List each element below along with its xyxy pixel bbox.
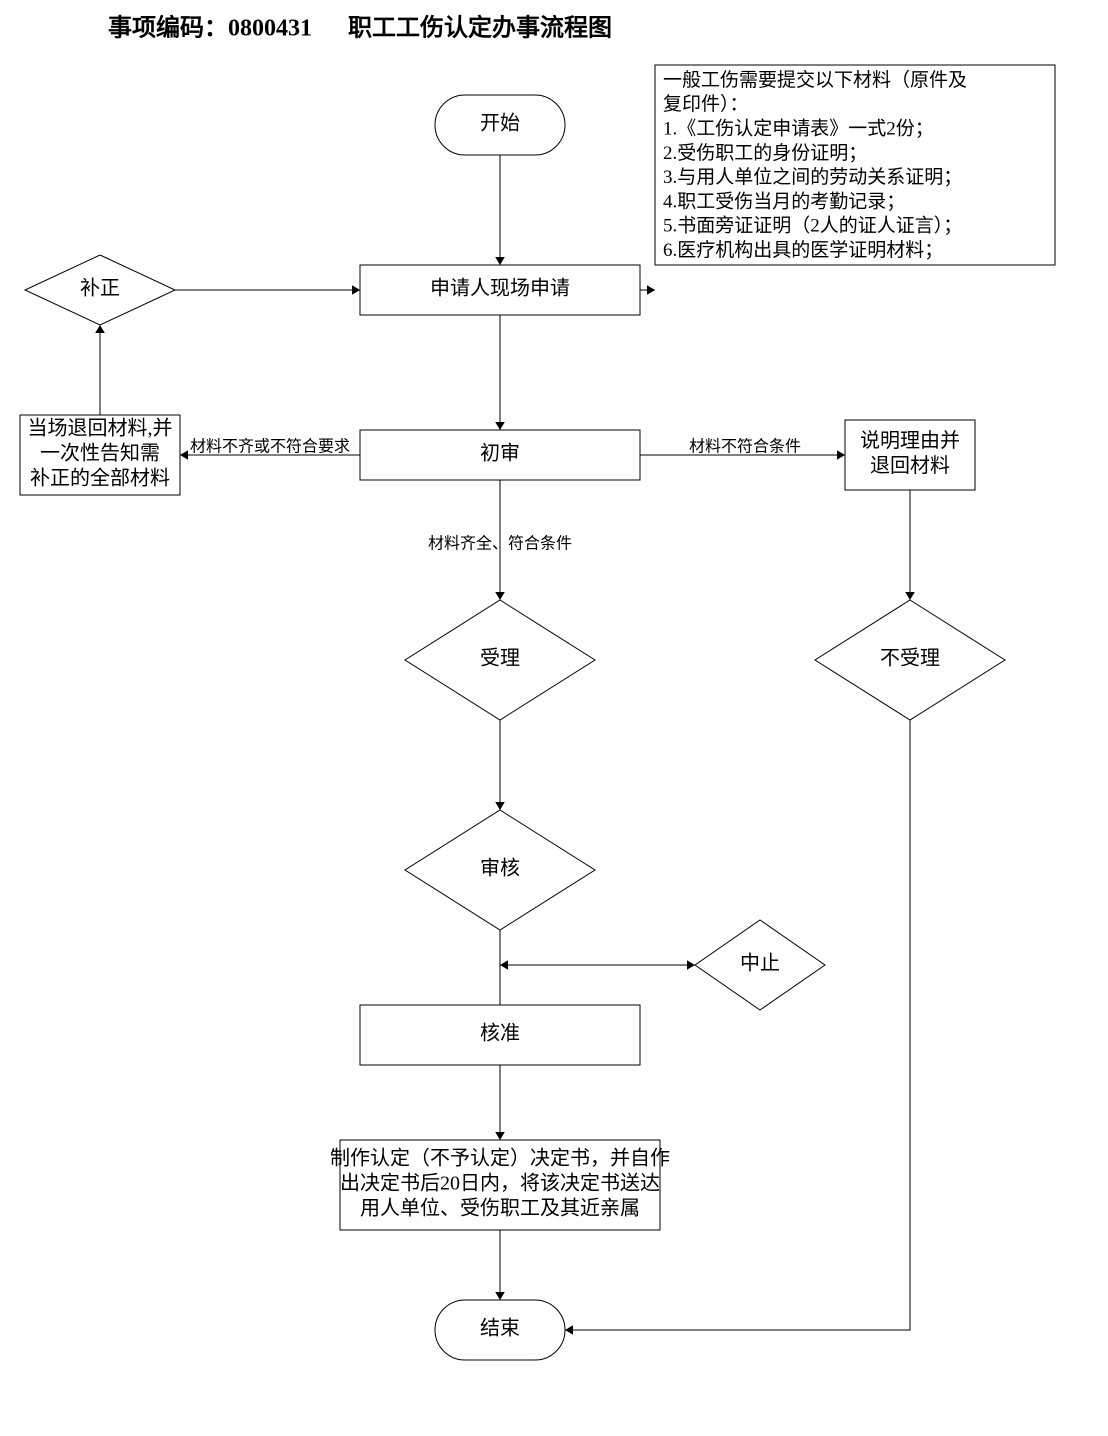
node-label: 结束 <box>480 1317 520 1340</box>
node-label: 初审 <box>480 442 520 465</box>
info-line: 6.医疗机构出具的医学证明材料； <box>663 239 943 261</box>
node-label: 中止 <box>740 952 780 975</box>
node-info: 一般工伤需要提交以下材料（原件及复印件）：1.《工伤认定申请表》一式2份； 2.受… <box>655 65 1055 265</box>
edge-label: 材料不符合条件 <box>689 438 801 456</box>
node-label: 不受理 <box>880 647 940 670</box>
node-end: 结束 <box>435 1300 565 1360</box>
node-label-line: 说明理由并 <box>860 429 960 452</box>
flowchart-title: 职工工伤认定办事流程图 <box>348 14 612 42</box>
node-label: 开始 <box>480 112 520 135</box>
node-supp: 补正 <box>25 255 175 325</box>
node-accept: 受理 <box>405 600 595 720</box>
item-code-title: 事项编码：0800431 <box>108 14 312 42</box>
info-line: 4.职工受伤当月的考勤记录； <box>663 190 905 212</box>
info-line: 1.《工伤认定申请表》一式2份； <box>663 117 934 139</box>
node-label: 审核 <box>480 857 520 880</box>
node-start: 开始 <box>435 95 565 155</box>
node-label: 核准 <box>480 1022 520 1045</box>
node-reject: 不受理 <box>815 600 1005 720</box>
node-label: 受理 <box>480 647 520 670</box>
node-label-line: 补正的全部材料 <box>30 467 170 490</box>
node-review: 审核 <box>405 810 595 930</box>
node-prelim: 初审 <box>360 430 640 480</box>
edge-label: 材料不齐或不符合要求 <box>190 438 350 456</box>
flowchart-canvas: 事项编码：0800431 职工工伤认定办事流程图材料齐全、符合条件 材料不齐或不符合… <box>0 0 1108 1436</box>
node-label-line: 一次性告知需 <box>40 442 160 465</box>
info-line: 一般工伤需要提交以下材料（原件及 <box>663 69 967 91</box>
node-label: 申请人现场申请 <box>430 277 570 300</box>
node-decision: 制作认定（不予认定）决定书，并自作出决定书后20日内，将该决定书送达用人单位、受… <box>330 1140 670 1230</box>
node-label-line: 退回材料 <box>870 454 950 477</box>
node-return_l: 当场退回材料,并一次性告知需补正的全部材料 <box>20 415 180 495</box>
edge-label: 材料齐全、符合条件 <box>428 535 572 553</box>
node-label-line: 当场退回材料,并 <box>28 417 173 440</box>
node-label-line: 用人单位、受伤职工及其近亲属 <box>360 1197 640 1220</box>
info-line: 3.与用人单位之间的劳动关系证明； <box>663 166 962 188</box>
node-explain: 说明理由并退回材料 <box>845 420 975 490</box>
node-apply: 申请人现场申请 <box>360 265 640 315</box>
node-label-line: 制作认定（不予认定）决定书，并自作 <box>330 1147 670 1170</box>
info-line: 2.受伤职工的身份证明； <box>663 142 867 164</box>
node-approve: 核准 <box>360 1005 640 1065</box>
node-suspend: 中止 <box>695 920 825 1010</box>
info-line: 5.书面旁证证明（2人的证人证言）； <box>663 215 962 237</box>
node-label: 补正 <box>80 277 120 300</box>
info-line: 复印件）： <box>663 93 749 115</box>
node-label-line: 出决定书后20日内，将该决定书送达 <box>340 1172 660 1195</box>
